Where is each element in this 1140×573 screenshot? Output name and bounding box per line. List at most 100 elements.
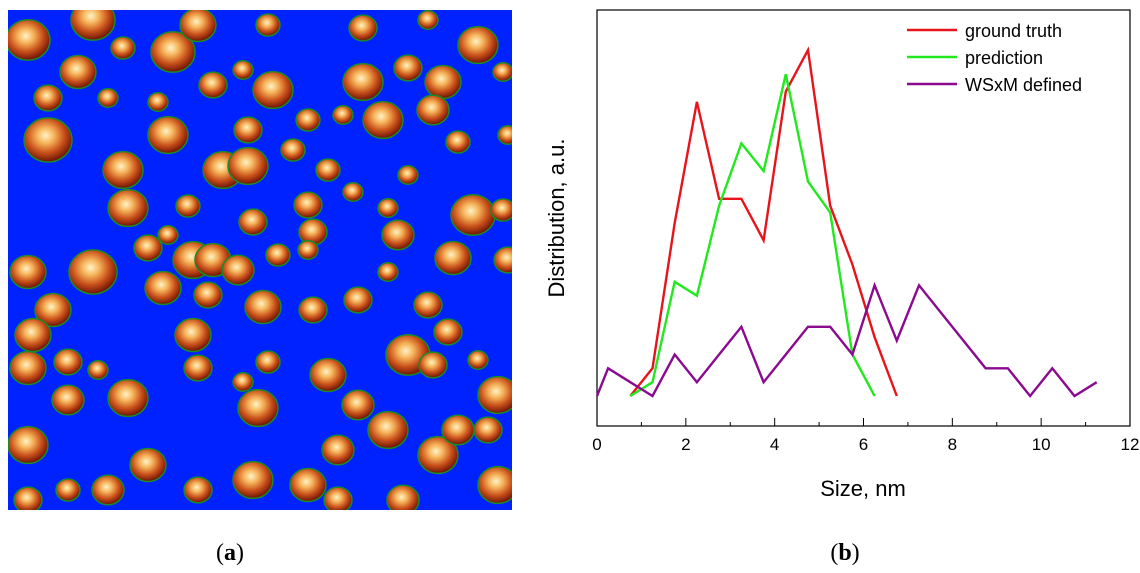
- plot-frame: [596, 9, 1131, 427]
- afm-particle: [434, 240, 472, 276]
- legend-label-ground-truth: ground truth: [965, 21, 1062, 41]
- afm-particle: [107, 188, 149, 228]
- afm-particle: [417, 435, 459, 475]
- afm-particle: [433, 318, 463, 346]
- afm-particle: [492, 62, 514, 82]
- series-line-wsxm-defined: [595, 281, 1098, 398]
- afm-particle: [34, 292, 72, 328]
- x-tick-label: 4: [770, 435, 779, 454]
- afm-particle: [289, 467, 327, 503]
- afm-particle: [332, 105, 354, 125]
- afm-particle: [244, 289, 282, 325]
- afm-particle: [174, 317, 212, 353]
- afm-particle: [397, 165, 419, 185]
- afm-particle: [102, 150, 144, 190]
- afm-particle: [265, 243, 291, 267]
- afm-particle: [341, 389, 375, 421]
- x-tick-label: 2: [681, 435, 690, 454]
- afm-particle: [175, 194, 201, 218]
- afm-particle: [280, 138, 306, 162]
- afm-particle: [221, 254, 255, 286]
- afm-particle: [418, 351, 448, 379]
- afm-particle: [110, 36, 136, 60]
- afm-particle: [59, 54, 97, 90]
- afm-particle: [473, 416, 503, 444]
- afm-particle: [53, 348, 83, 376]
- afm-particle: [477, 465, 519, 505]
- afm-particle: [147, 115, 189, 155]
- afm-particle: [255, 350, 281, 374]
- distribution-chart-panel: 0 2 4 6 8 10 12 Size, nm Distribution, a.u. gr…: [540, 0, 1140, 520]
- afm-image: [5, 0, 523, 516]
- afm-particle: [386, 484, 420, 516]
- series-lines: [595, 46, 1098, 398]
- x-tick-label: 10: [1032, 435, 1051, 454]
- afm-particle: [183, 476, 213, 504]
- afm-particle: [51, 384, 85, 416]
- legend-label-wsxm-defined: WSxM defined: [965, 75, 1082, 95]
- afm-particle: [150, 31, 196, 73]
- afm-particle: [367, 410, 409, 450]
- afm-particle: [252, 70, 294, 110]
- afm-particle: [232, 460, 274, 500]
- afm-particle: [377, 262, 399, 282]
- afm-particle: [490, 198, 516, 222]
- y-axis-label: Distribution, a.u.: [544, 139, 569, 298]
- distribution-chart: 0 2 4 6 8 10 12 Size, nm Distribution, a.u. gr…: [544, 9, 1139, 501]
- afm-particle: [91, 474, 125, 506]
- afm-particle: [23, 117, 73, 163]
- afm-particle: [227, 146, 269, 186]
- afm-particle: [9, 350, 47, 386]
- afm-particle: [70, 0, 116, 41]
- afm-particles: [5, 0, 523, 516]
- afm-particle: [450, 194, 496, 236]
- afm-particle: [293, 191, 323, 219]
- afm-image-panel: [5, 0, 523, 516]
- afm-particle: [198, 71, 228, 99]
- afm-particle: [255, 13, 281, 37]
- afm-particle: [238, 208, 268, 236]
- afm-particle: [348, 14, 378, 42]
- afm-particle: [5, 19, 51, 61]
- x-axis-label: Size, nm: [820, 476, 906, 501]
- afm-particle: [377, 198, 399, 218]
- x-tick-label: 12: [1121, 435, 1140, 454]
- afm-particle: [477, 375, 519, 415]
- x-tick-label: 6: [859, 435, 868, 454]
- afm-particle: [14, 317, 52, 353]
- afm-particle: [97, 88, 119, 108]
- afm-particle: [417, 10, 439, 30]
- afm-particle: [147, 92, 169, 112]
- afm-particle: [381, 219, 415, 251]
- afm-particle: [321, 434, 355, 466]
- afm-particle: [416, 94, 450, 126]
- afm-particle: [342, 62, 384, 102]
- afm-particle: [297, 240, 319, 260]
- afm-particle: [133, 234, 163, 262]
- afm-particle: [298, 296, 328, 324]
- afm-particle: [309, 357, 347, 393]
- afm-particle: [445, 130, 471, 154]
- afm-particle: [295, 108, 321, 132]
- afm-particle: [107, 378, 149, 418]
- afm-particle: [232, 372, 254, 392]
- afm-particle: [13, 486, 43, 514]
- x-axis-ticks: 0 2 4 6 8 10 12: [592, 418, 1139, 454]
- afm-particle: [87, 360, 109, 380]
- afm-particle: [441, 414, 475, 446]
- afm-particle: [424, 64, 462, 100]
- afm-particle: [315, 158, 341, 182]
- afm-particle: [362, 100, 404, 140]
- afm-particle: [457, 25, 499, 65]
- afm-particle: [323, 486, 353, 514]
- afm-particle: [179, 7, 217, 43]
- series-line-prediction: [629, 73, 876, 398]
- afm-particle: [68, 249, 118, 295]
- afm-particle: [467, 350, 489, 370]
- afm-particle: [183, 354, 213, 382]
- legend-label-prediction: prediction: [965, 48, 1043, 68]
- legend: ground truth prediction WSxM defined: [907, 21, 1082, 95]
- afm-particle: [33, 84, 63, 112]
- afm-particle: [144, 270, 182, 306]
- afm-particle: [7, 425, 49, 465]
